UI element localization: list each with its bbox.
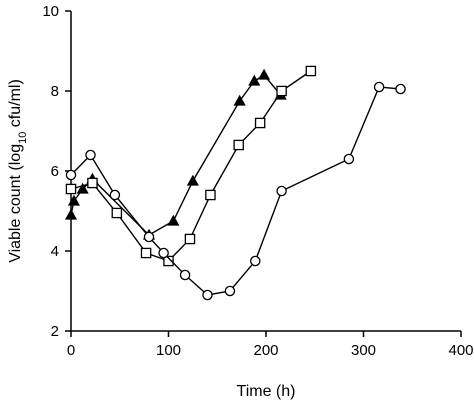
square-point xyxy=(233,139,244,151)
triangle-point xyxy=(233,94,246,106)
square-point xyxy=(276,85,287,97)
y-tick-label: 4 xyxy=(51,243,59,260)
series-line xyxy=(70,74,282,236)
square-point xyxy=(111,207,123,219)
triangle-point xyxy=(76,182,89,194)
square-point xyxy=(205,189,216,201)
triangle-point xyxy=(186,174,199,186)
y-tick-label: 10 xyxy=(42,3,59,20)
circle-point xyxy=(202,289,213,301)
circle-point xyxy=(158,247,169,259)
triangle-point xyxy=(248,74,261,86)
circle-point xyxy=(395,83,406,95)
triangle-point xyxy=(64,208,78,220)
x-tick-label: 400 xyxy=(448,342,473,359)
series-group xyxy=(64,65,406,301)
square-point xyxy=(65,183,77,195)
circle-point xyxy=(224,285,236,297)
square-point xyxy=(184,233,196,245)
triangle-point xyxy=(67,194,80,206)
y-tick-label: 8 xyxy=(51,83,59,100)
square-point xyxy=(163,255,174,267)
y-axis-label-subscript: 10 xyxy=(17,132,29,144)
series-square-open xyxy=(65,65,317,267)
y-tick-label: 2 xyxy=(51,323,59,340)
circle-point xyxy=(65,169,77,181)
square-point xyxy=(87,177,98,189)
triangle-point xyxy=(258,68,271,80)
axes xyxy=(70,11,461,332)
y-axis-label: Viable count (log10 cfu/ml) xyxy=(7,79,29,263)
x-tick-label: 300 xyxy=(351,342,376,359)
y-tick-label: 6 xyxy=(51,163,59,180)
x-tick-label: 0 xyxy=(67,342,75,359)
x-tick-label: 200 xyxy=(253,342,278,359)
circle-point xyxy=(276,185,287,197)
circle-point xyxy=(85,149,96,161)
square-point xyxy=(140,247,152,259)
circle-point xyxy=(143,231,155,243)
circle-point xyxy=(343,153,355,165)
x-tick-label: 100 xyxy=(156,342,181,359)
circle-point xyxy=(109,189,121,201)
circle-point xyxy=(179,269,191,281)
triangle-point xyxy=(167,214,180,226)
square-point xyxy=(254,117,266,129)
y-axis-label-main: Viable count (log xyxy=(7,144,24,263)
circle-point xyxy=(250,255,261,267)
x-axis-label: Time (h) xyxy=(237,383,296,400)
series-triangle-filled xyxy=(64,68,287,240)
circle-point xyxy=(373,81,385,93)
series-line xyxy=(70,86,401,296)
series-circle-open xyxy=(65,81,406,301)
y-axis-label-unit: cfu/ml) xyxy=(7,79,24,131)
square-point xyxy=(305,65,317,77)
